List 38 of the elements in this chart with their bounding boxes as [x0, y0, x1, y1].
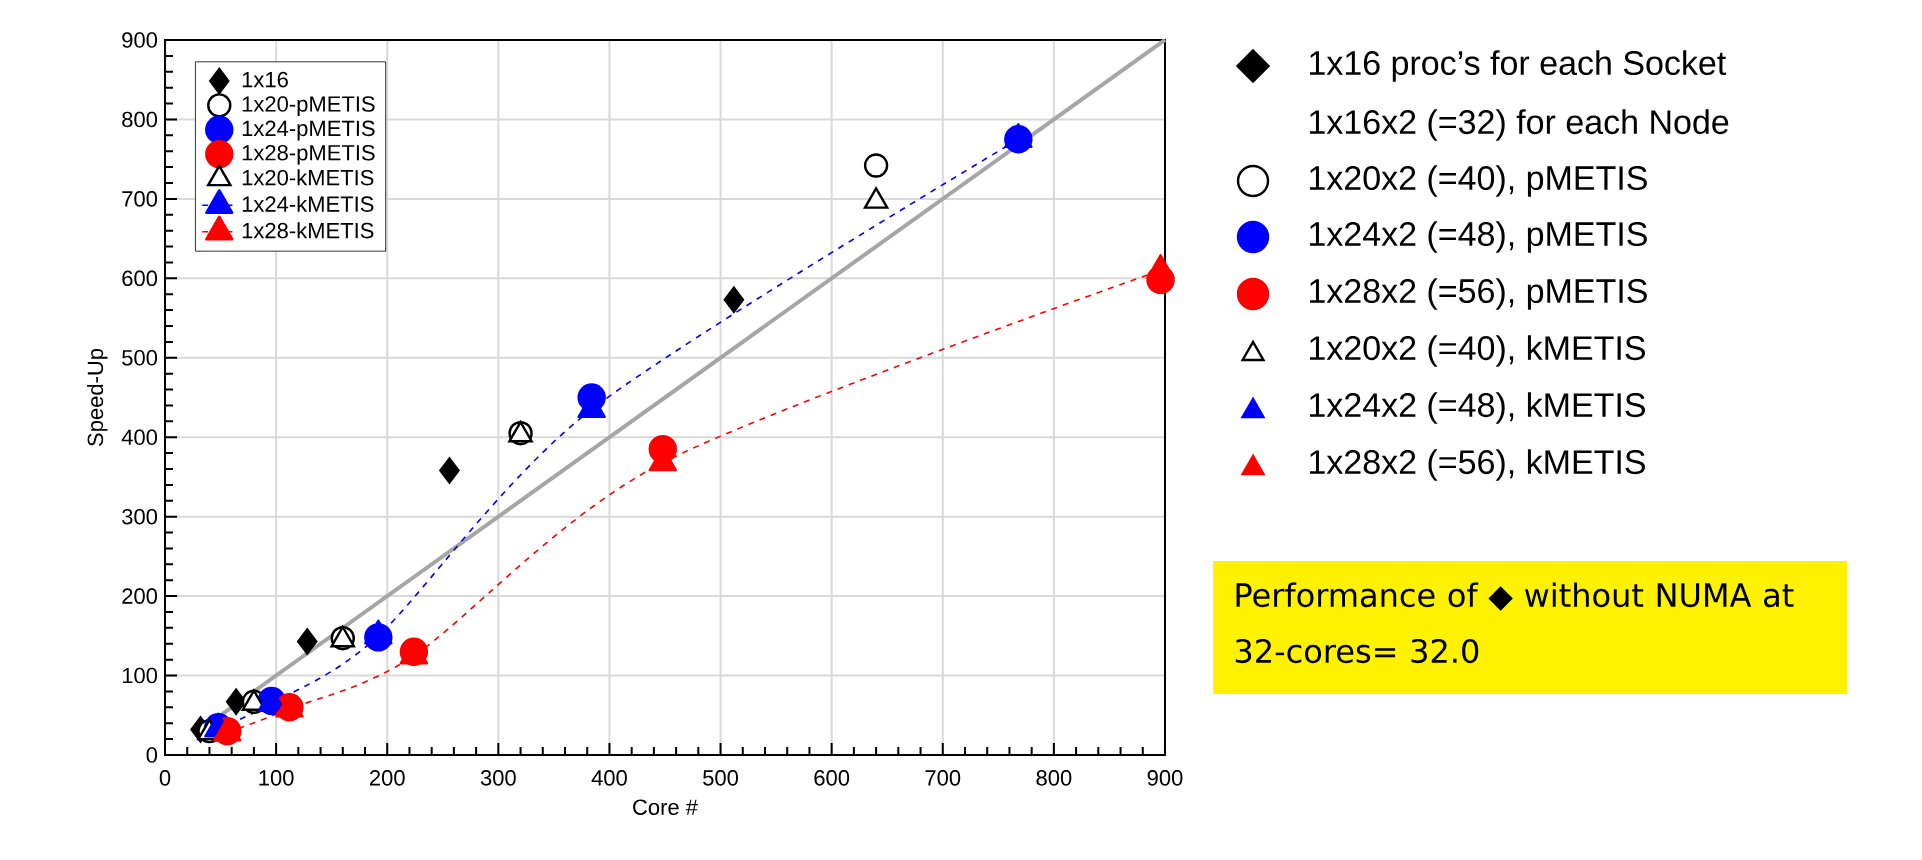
- text: 1x16x2 (=32) for each Node: [1310, 109, 1729, 141]
- y-tick-label: 300: [122, 508, 158, 525]
- y-tick-label: 500: [122, 350, 158, 366]
- legend-label: 1x20-kMETIS: [242, 169, 374, 186]
- x-tick-label: 800: [1036, 770, 1072, 786]
- y-tick-label: 800: [122, 111, 158, 128]
- x-tick-label: 900: [1147, 770, 1183, 786]
- text: 1x16 proc’s for each Socket: [1310, 50, 1727, 82]
- legend-label: 1x28-pMETIS: [242, 144, 375, 165]
- x-tick-label: 700: [925, 770, 961, 786]
- text: 1x24x2 (=48), pMETIS: [1310, 221, 1647, 253]
- text: Performance of ◆ without NUMA at 32-cores= 32.0: [1235, 582, 1794, 664]
- x-tick-label: 500: [703, 770, 739, 786]
- legend-label: 1x28-kMETIS: [242, 222, 374, 239]
- y-tick-label: 0: [146, 747, 158, 763]
- text: 1x20x2 (=40), kMETIS: [1310, 335, 1645, 367]
- text: 1x28x2 (=56), pMETIS: [1310, 278, 1647, 310]
- text: 1x28x2 (=56), kMETIS: [1310, 449, 1645, 481]
- y-tick-label: 400: [121, 429, 158, 445]
- x-tick-label: 600: [814, 770, 850, 786]
- legend-label: 1x16: [242, 71, 288, 88]
- x-tick-label: 200: [369, 770, 405, 786]
- x-tick-label: 0: [159, 770, 171, 786]
- legend-label: 1x20-pMETIS: [242, 96, 375, 117]
- legend-label: 1x24-kMETIS: [242, 195, 374, 212]
- x-tick-label: 100: [259, 770, 294, 786]
- x-axis-title: Core #: [633, 799, 698, 815]
- y-tick-label: 700: [122, 191, 158, 207]
- y-tick-label: 900: [122, 32, 158, 48]
- y-axis-title: Speed-Up: [87, 348, 108, 447]
- x-tick-label: 400: [591, 770, 627, 786]
- y-tick-label: 200: [122, 588, 158, 604]
- text: 1x24x2 (=48), kMETIS: [1310, 392, 1645, 424]
- legend-label: 1x24-pMETIS: [242, 120, 375, 141]
- x-tick-label: 300: [480, 770, 516, 786]
- y-tick-label: 600: [122, 270, 158, 287]
- y-tick-label: 100: [122, 667, 158, 684]
- text: 1x20x2 (=40), pMETIS: [1310, 165, 1647, 197]
